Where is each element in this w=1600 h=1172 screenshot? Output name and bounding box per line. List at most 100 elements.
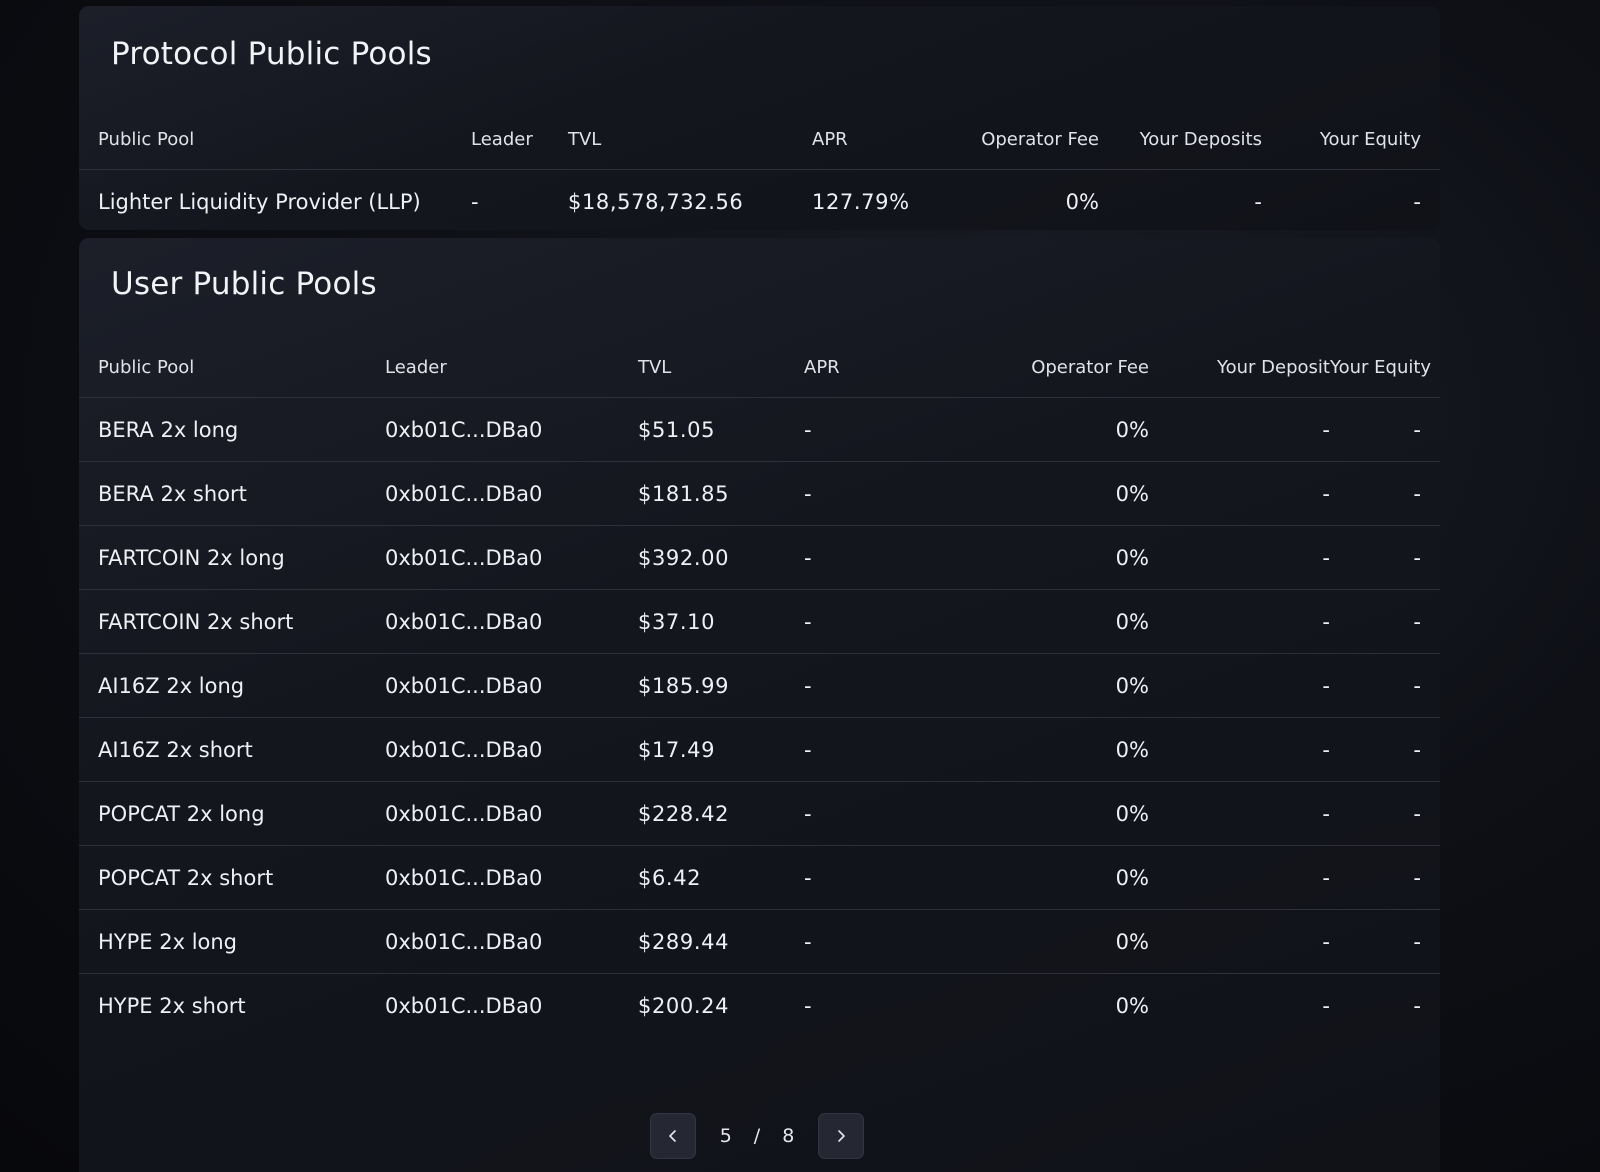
pool-operator-fee: 0% bbox=[919, 717, 1149, 782]
pool-name: BERA 2x long bbox=[79, 397, 385, 462]
pool-name: Lighter Liquidity Provider (LLP) bbox=[98, 189, 421, 214]
pool-apr: - bbox=[804, 589, 919, 654]
next-page-button[interactable] bbox=[818, 1113, 864, 1159]
col-leader[interactable]: Leader bbox=[471, 110, 568, 170]
page-separator: / bbox=[753, 1125, 761, 1147]
pool-leader[interactable]: 0xb01C...DBa0 bbox=[385, 845, 638, 910]
protocol-pools-card: Protocol Public Pools Public Pool Leader… bbox=[79, 6, 1440, 230]
pool-tvl: $18,578,732.56 bbox=[568, 189, 744, 214]
col-leader[interactable]: Leader bbox=[385, 338, 638, 398]
pool-your-deposit: - bbox=[1149, 525, 1330, 590]
pool-your-deposit: - bbox=[1149, 397, 1330, 462]
pool-apr: 127.79% bbox=[812, 189, 910, 214]
col-operator-fee[interactable]: Operator Fee bbox=[949, 110, 1099, 170]
pool-operator-fee: 0% bbox=[1115, 993, 1149, 1018]
table-row[interactable]: BERA 2x short 0xb01C...DBa0 $181.85 - 0%… bbox=[79, 461, 1440, 526]
pool-operator-fee: 0% bbox=[919, 525, 1149, 590]
pool-name: HYPE 2x long bbox=[79, 909, 385, 974]
pool-name: FARTCOIN 2x short bbox=[79, 589, 385, 654]
pool-leader: - bbox=[471, 189, 479, 214]
col-operator-fee[interactable]: Operator Fee bbox=[919, 338, 1149, 398]
pool-operator-fee: 0% bbox=[919, 845, 1149, 910]
col-your-deposits[interactable]: Your Deposits bbox=[1099, 110, 1262, 170]
pool-your-equity: - bbox=[1330, 781, 1440, 846]
table-row[interactable]: BERA 2x long 0xb01C...DBa0 $51.05 - 0% -… bbox=[79, 397, 1440, 462]
pool-operator-fee: 0% bbox=[919, 461, 1149, 526]
pool-your-equity: - bbox=[1413, 993, 1421, 1018]
page-indicator: 5 / 8 bbox=[696, 1125, 818, 1147]
pool-tvl: $185.99 bbox=[638, 653, 804, 718]
col-public-pool[interactable]: Public Pool bbox=[79, 110, 471, 170]
table-row[interactable]: HYPE 2x long 0xb01C...DBa0 $289.44 - 0% … bbox=[79, 909, 1440, 974]
pool-your-deposit: - bbox=[1149, 589, 1330, 654]
col-tvl[interactable]: TVL bbox=[638, 338, 804, 398]
pool-your-equity: - bbox=[1330, 845, 1440, 910]
pool-tvl: $37.10 bbox=[638, 589, 804, 654]
chevron-left-icon bbox=[669, 1130, 676, 1142]
pool-your-deposit: - bbox=[1149, 653, 1330, 718]
table-row[interactable]: FARTCOIN 2x long 0xb01C...DBa0 $392.00 -… bbox=[79, 525, 1440, 590]
pool-name: AI16Z 2x long bbox=[79, 653, 385, 718]
pool-tvl: $181.85 bbox=[638, 461, 804, 526]
table-row[interactable]: HYPE 2x short 0xb01C...DBa0 $200.24 - 0%… bbox=[79, 974, 1440, 1038]
pool-your-equity: - bbox=[1413, 189, 1421, 214]
pool-leader[interactable]: 0xb01C...DBa0 bbox=[385, 461, 638, 526]
col-apr[interactable]: APR bbox=[812, 110, 949, 170]
pool-operator-fee: 0% bbox=[1065, 189, 1099, 214]
pool-operator-fee: 0% bbox=[919, 909, 1149, 974]
chevron-right-icon bbox=[838, 1130, 845, 1142]
pool-your-equity: - bbox=[1330, 909, 1440, 974]
pool-your-equity: - bbox=[1330, 589, 1440, 654]
col-tvl[interactable]: TVL bbox=[568, 110, 812, 170]
table-row[interactable]: AI16Z 2x long 0xb01C...DBa0 $185.99 - 0%… bbox=[79, 653, 1440, 718]
pool-apr: - bbox=[804, 461, 919, 526]
protocol-pools-table: Public Pool Leader TVL APR Operator Fee … bbox=[79, 110, 1440, 233]
pool-operator-fee: 0% bbox=[919, 781, 1149, 846]
table-row[interactable]: Lighter Liquidity Provider (LLP) - $18,5… bbox=[79, 170, 1440, 234]
pool-name: POPCAT 2x short bbox=[79, 845, 385, 910]
table-row[interactable]: POPCAT 2x short 0xb01C...DBa0 $6.42 - 0%… bbox=[79, 845, 1440, 910]
total-pages: 8 bbox=[782, 1125, 795, 1147]
pool-leader[interactable]: 0xb01C...DBa0 bbox=[385, 589, 638, 654]
pool-leader[interactable]: 0xb01C...DBa0 bbox=[385, 525, 638, 590]
pool-apr: - bbox=[804, 909, 919, 974]
pool-leader[interactable]: 0xb01C...DBa0 bbox=[385, 909, 638, 974]
pool-name: BERA 2x short bbox=[79, 461, 385, 526]
pool-leader[interactable]: 0xb01C...DBa0 bbox=[385, 397, 638, 462]
prev-page-button[interactable] bbox=[650, 1113, 696, 1159]
pool-apr: - bbox=[804, 717, 919, 782]
protocol-header-row: Public Pool Leader TVL APR Operator Fee … bbox=[79, 110, 1440, 170]
pool-name: FARTCOIN 2x long bbox=[79, 525, 385, 590]
user-pools-card: User Public Pools Public Pool Leader TVL… bbox=[79, 238, 1440, 1172]
pool-tvl: $51.05 bbox=[638, 397, 804, 462]
pool-tvl: $17.49 bbox=[638, 717, 804, 782]
col-your-equity[interactable]: Your Equity bbox=[1262, 110, 1440, 170]
table-row[interactable]: AI16Z 2x short 0xb01C...DBa0 $17.49 - 0%… bbox=[79, 717, 1440, 782]
pool-your-deposit: - bbox=[1149, 461, 1330, 526]
user-pools-title: User Public Pools bbox=[111, 266, 377, 302]
col-apr[interactable]: APR bbox=[804, 338, 919, 398]
pool-your-deposit: - bbox=[1149, 909, 1330, 974]
pool-tvl: $228.42 bbox=[638, 781, 804, 846]
col-public-pool[interactable]: Public Pool bbox=[79, 338, 385, 398]
col-your-equity[interactable]: Your Equity bbox=[1330, 338, 1440, 398]
pool-your-deposit: - bbox=[1322, 993, 1330, 1018]
pool-your-equity: - bbox=[1330, 653, 1440, 718]
pool-leader[interactable]: 0xb01C...DBa0 bbox=[385, 653, 638, 718]
pool-your-equity: - bbox=[1330, 717, 1440, 782]
pool-leader[interactable]: 0xb01C...DBa0 bbox=[385, 781, 638, 846]
table-row[interactable]: FARTCOIN 2x short 0xb01C...DBa0 $37.10 -… bbox=[79, 589, 1440, 654]
pool-your-equity: - bbox=[1330, 525, 1440, 590]
col-your-deposit[interactable]: Your Deposit bbox=[1149, 338, 1330, 398]
pool-your-deposit: - bbox=[1149, 845, 1330, 910]
pool-apr: - bbox=[804, 525, 919, 590]
pool-operator-fee: 0% bbox=[919, 589, 1149, 654]
current-page: 5 bbox=[719, 1125, 732, 1147]
table-row[interactable]: POPCAT 2x long 0xb01C...DBa0 $228.42 - 0… bbox=[79, 781, 1440, 846]
pool-leader[interactable]: 0xb01C...DBa0 bbox=[385, 717, 638, 782]
pool-leader[interactable]: 0xb01C...DBa0 bbox=[385, 993, 543, 1018]
pool-tvl: $289.44 bbox=[638, 909, 804, 974]
pool-name: POPCAT 2x long bbox=[79, 781, 385, 846]
pool-tvl: $392.00 bbox=[638, 525, 804, 590]
pool-apr: - bbox=[804, 781, 919, 846]
